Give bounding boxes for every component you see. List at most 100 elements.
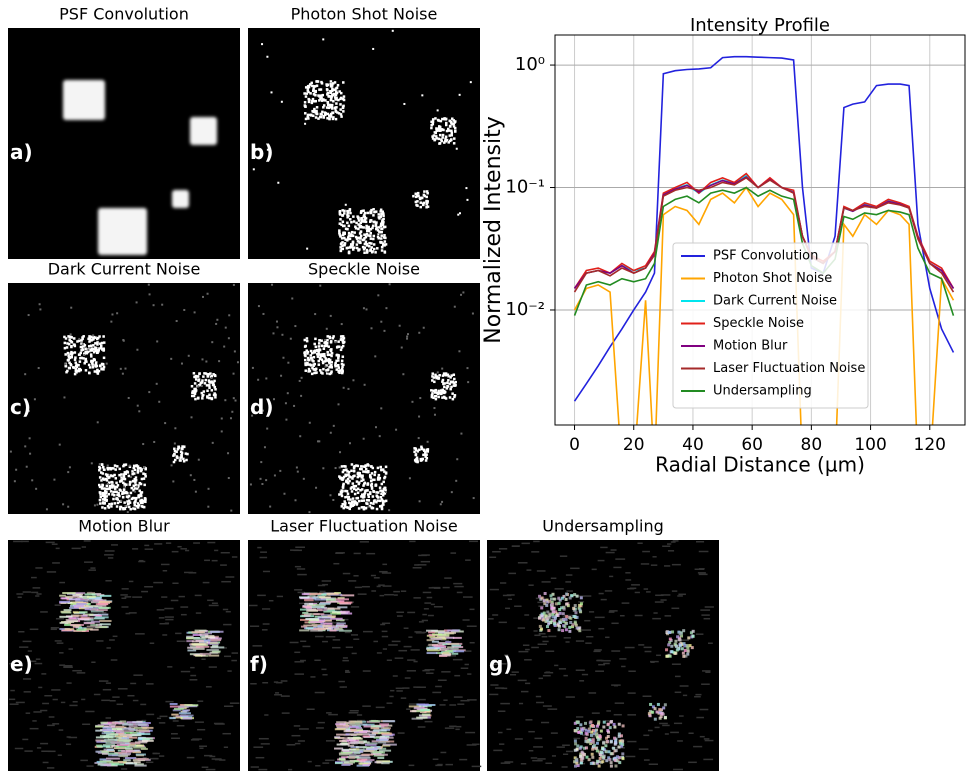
noise-streak [584,620,590,622]
noise-streak [621,666,625,668]
blur-streak [656,711,659,714]
noise-streak [705,606,714,608]
noise-streak [683,695,687,697]
blur-streak [546,625,549,628]
noise-pixel [419,397,421,399]
noise-streak [599,593,604,595]
noise-streak [627,714,636,716]
noise-streak [492,551,501,553]
noise-pixel [129,481,132,484]
noise-pixel [300,395,302,397]
noise-streak [606,710,611,712]
noise-streak [472,766,482,768]
noise-pixel [357,476,360,479]
blur-streak [687,636,690,639]
noise-pixel [67,335,70,338]
blur-streak [585,732,588,735]
noise-pixel [304,106,307,109]
noise-streak [227,670,231,672]
noise-streak [406,708,410,710]
noise-pixel [356,247,359,250]
noise-pixel [143,506,146,509]
noise-streak [259,738,269,740]
blur-streak [136,745,144,747]
noise-streak [47,571,56,573]
noise-pixel [174,427,176,429]
noise-streak [652,618,661,620]
noise-streak [106,682,111,684]
noise-streak [165,619,173,621]
noise-pixel [382,221,385,224]
noise-streak [674,723,682,725]
noise-pixel [462,291,464,293]
noise-pixel [433,376,436,379]
noise-pixel [352,215,355,218]
noise-pixel [257,379,259,381]
noise-streak [221,581,231,583]
noise-streak [30,629,39,631]
noise-streak [533,541,539,543]
noise-pixel [106,479,109,482]
noise-pixel [304,345,307,348]
blur-streak [193,648,205,650]
noise-pixel [460,294,462,296]
noise-streak [461,668,469,670]
noise-pixel [370,465,373,468]
noise-streak [343,573,350,575]
noise-streak [66,682,71,684]
noise-pixel [228,477,230,479]
noise-streak [43,762,49,764]
noise-streak [33,587,41,589]
noise-pixel [125,463,128,466]
noise-streak [422,620,428,622]
noise-streak [551,578,557,580]
noise-streak [703,759,713,761]
noise-pixel [88,345,91,348]
noise-streak [398,650,407,652]
noise-pixel [342,355,345,358]
noise-pixel [131,498,134,501]
noise-streak [534,630,538,632]
noise-pixel [322,115,325,118]
noise-pixel [309,363,312,366]
noise-pixel [332,112,335,115]
noise-pixel [383,236,386,239]
blur-streak [687,650,690,653]
noise-pixel [367,471,370,474]
noise-pixel [94,370,97,373]
noise-streak [622,602,630,604]
noise-pixel [382,502,385,505]
noise-pixel [328,95,331,98]
noise-pixel [373,243,376,246]
noise-streak [68,737,77,739]
noise-pixel [153,304,155,306]
noise-pixel [67,358,70,361]
noise-pixel [417,192,420,195]
blur-streak [319,619,325,621]
noise-pixel [110,481,113,484]
blur-streak [61,597,68,599]
noise-streak [274,681,278,683]
blur-streak [361,754,373,756]
noise-pixel [191,385,194,388]
blur-streak [121,750,134,752]
noise-streak [48,751,56,753]
noise-pixel [279,470,281,472]
noise-streak [566,751,573,753]
noise-streak [358,593,367,595]
noise-pixel [156,340,158,342]
noise-streak [295,546,305,548]
noise-streak [422,614,427,616]
noise-pixel [382,218,385,221]
blur-streak [580,602,583,605]
noise-streak [659,723,668,725]
noise-pixel [379,435,381,437]
blur-streak [91,608,97,610]
blur-streak [59,595,66,597]
noise-streak [393,591,400,593]
noise-pixel [338,90,341,93]
noise-streak [294,589,302,591]
noise-streak [638,644,644,646]
noise-streak [326,712,332,714]
noise-pixel [201,397,204,400]
